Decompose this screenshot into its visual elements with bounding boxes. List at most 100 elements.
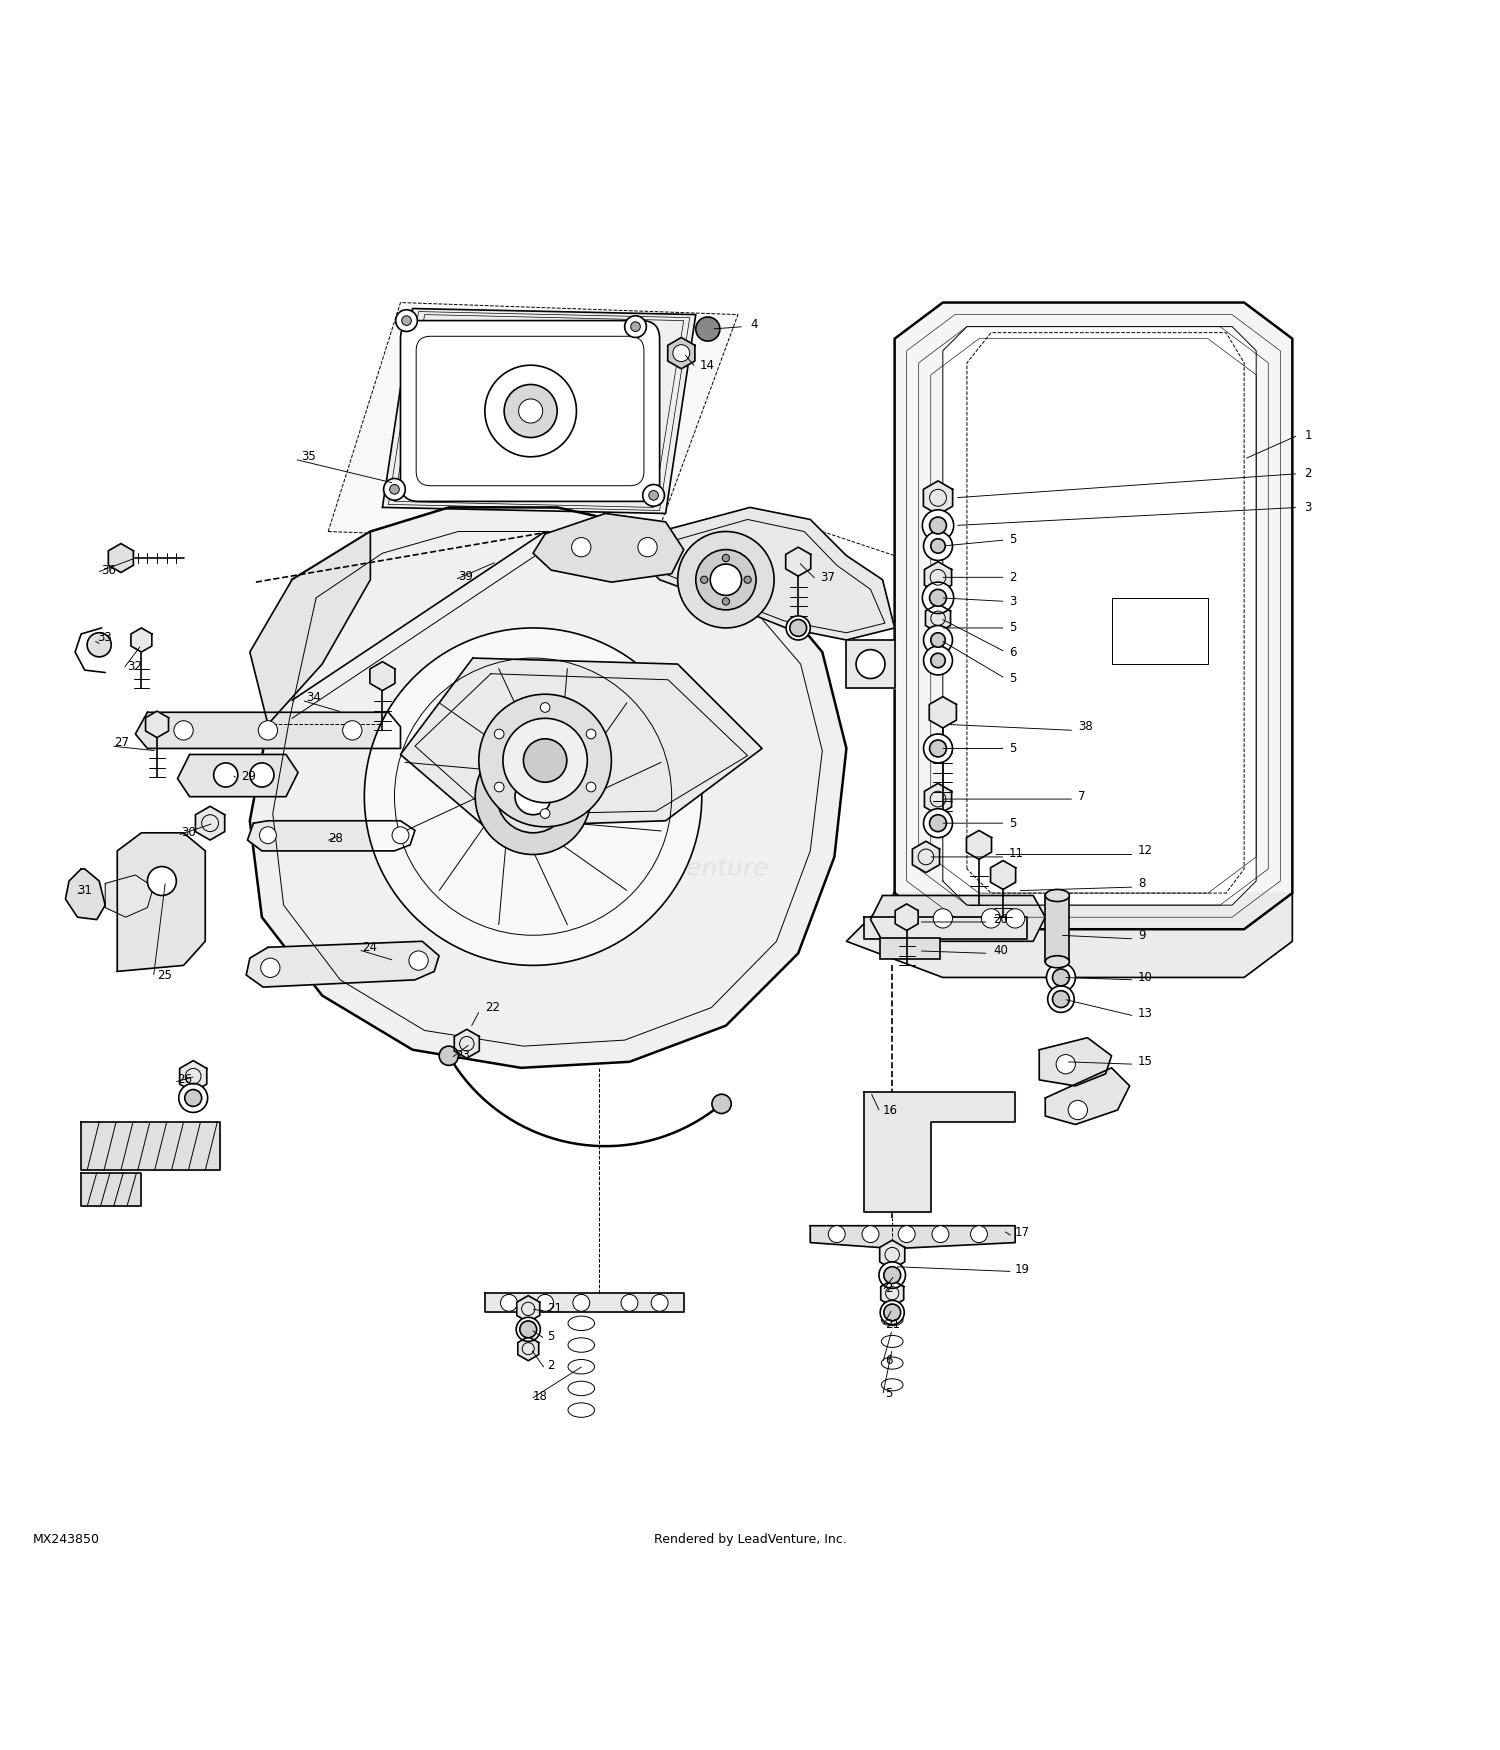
Circle shape bbox=[930, 590, 946, 605]
Text: 30: 30 bbox=[182, 826, 196, 840]
Text: 5: 5 bbox=[885, 1386, 892, 1400]
Circle shape bbox=[342, 721, 362, 740]
Text: 33: 33 bbox=[98, 632, 111, 644]
Text: 9: 9 bbox=[1138, 929, 1146, 942]
Text: 37: 37 bbox=[821, 570, 836, 584]
Text: 6: 6 bbox=[885, 1354, 892, 1367]
Circle shape bbox=[880, 1300, 904, 1325]
Text: 2: 2 bbox=[885, 1283, 892, 1295]
Ellipse shape bbox=[882, 1248, 903, 1260]
Bar bbox=[1112, 598, 1208, 663]
Circle shape bbox=[981, 908, 1000, 928]
Circle shape bbox=[884, 1267, 900, 1283]
Circle shape bbox=[1047, 985, 1074, 1013]
Polygon shape bbox=[195, 807, 225, 840]
Circle shape bbox=[540, 808, 550, 819]
Circle shape bbox=[251, 763, 274, 788]
Circle shape bbox=[856, 649, 885, 679]
Text: 28: 28 bbox=[328, 833, 344, 845]
Ellipse shape bbox=[882, 1314, 903, 1326]
Polygon shape bbox=[532, 513, 684, 583]
Ellipse shape bbox=[568, 1337, 594, 1353]
Circle shape bbox=[924, 625, 952, 654]
Circle shape bbox=[678, 532, 774, 628]
Ellipse shape bbox=[1046, 889, 1070, 901]
Text: 7: 7 bbox=[1078, 791, 1086, 803]
Polygon shape bbox=[484, 1293, 684, 1312]
Polygon shape bbox=[894, 303, 1293, 929]
Ellipse shape bbox=[882, 1270, 903, 1283]
Text: 19: 19 bbox=[1016, 1262, 1031, 1276]
Circle shape bbox=[630, 322, 640, 331]
Circle shape bbox=[476, 738, 591, 854]
Text: 36: 36 bbox=[102, 564, 117, 576]
Circle shape bbox=[503, 718, 588, 803]
Circle shape bbox=[1047, 963, 1076, 992]
Circle shape bbox=[932, 653, 945, 668]
Polygon shape bbox=[870, 896, 1046, 942]
Polygon shape bbox=[636, 507, 894, 640]
Polygon shape bbox=[786, 548, 810, 576]
Polygon shape bbox=[879, 1241, 904, 1269]
Text: 13: 13 bbox=[1138, 1006, 1154, 1020]
Bar bbox=[880, 938, 940, 959]
Polygon shape bbox=[926, 604, 951, 634]
Circle shape bbox=[744, 576, 752, 583]
Text: 8: 8 bbox=[1138, 877, 1146, 891]
Polygon shape bbox=[370, 662, 394, 691]
Circle shape bbox=[933, 908, 952, 928]
Polygon shape bbox=[177, 754, 298, 796]
Circle shape bbox=[897, 908, 916, 928]
Circle shape bbox=[402, 315, 411, 326]
Circle shape bbox=[642, 485, 664, 506]
Circle shape bbox=[1053, 970, 1070, 985]
Polygon shape bbox=[864, 1092, 1016, 1213]
Polygon shape bbox=[912, 842, 939, 873]
Text: 5: 5 bbox=[548, 1330, 555, 1342]
Polygon shape bbox=[864, 917, 1028, 940]
Text: LeadVenture: LeadVenture bbox=[610, 858, 770, 880]
Circle shape bbox=[828, 1225, 844, 1242]
Ellipse shape bbox=[568, 1381, 594, 1396]
Text: 12: 12 bbox=[1138, 845, 1154, 858]
Text: 32: 32 bbox=[128, 660, 142, 674]
Circle shape bbox=[651, 1295, 668, 1311]
Text: 21: 21 bbox=[548, 1302, 562, 1316]
Circle shape bbox=[712, 1094, 730, 1113]
Circle shape bbox=[519, 399, 543, 424]
Bar bbox=[1046, 896, 1070, 962]
Text: MX243850: MX243850 bbox=[33, 1533, 99, 1545]
Polygon shape bbox=[924, 562, 951, 593]
Polygon shape bbox=[810, 1225, 1016, 1248]
Polygon shape bbox=[248, 821, 416, 850]
Circle shape bbox=[674, 345, 690, 362]
Circle shape bbox=[790, 620, 807, 637]
Text: 5: 5 bbox=[1010, 742, 1017, 754]
Circle shape bbox=[922, 509, 954, 541]
Polygon shape bbox=[400, 658, 762, 826]
Text: 3: 3 bbox=[1305, 500, 1312, 514]
Circle shape bbox=[621, 1295, 638, 1311]
Circle shape bbox=[501, 1295, 518, 1311]
Text: 21: 21 bbox=[885, 1318, 900, 1332]
Polygon shape bbox=[66, 870, 105, 919]
Text: 1: 1 bbox=[1305, 429, 1312, 441]
Text: 4: 4 bbox=[750, 318, 758, 331]
FancyBboxPatch shape bbox=[416, 336, 644, 486]
Ellipse shape bbox=[1046, 956, 1070, 968]
Polygon shape bbox=[251, 507, 846, 1068]
Circle shape bbox=[862, 1225, 879, 1242]
Circle shape bbox=[922, 583, 954, 614]
Polygon shape bbox=[328, 303, 738, 544]
Circle shape bbox=[440, 1046, 459, 1066]
Circle shape bbox=[650, 490, 658, 500]
Text: 29: 29 bbox=[242, 770, 256, 782]
Ellipse shape bbox=[882, 1356, 903, 1368]
Text: 31: 31 bbox=[78, 884, 93, 898]
Text: 25: 25 bbox=[158, 968, 172, 982]
Circle shape bbox=[898, 1225, 915, 1242]
Circle shape bbox=[87, 634, 111, 656]
Polygon shape bbox=[454, 1029, 480, 1059]
Circle shape bbox=[884, 1304, 900, 1321]
Circle shape bbox=[1005, 908, 1025, 928]
